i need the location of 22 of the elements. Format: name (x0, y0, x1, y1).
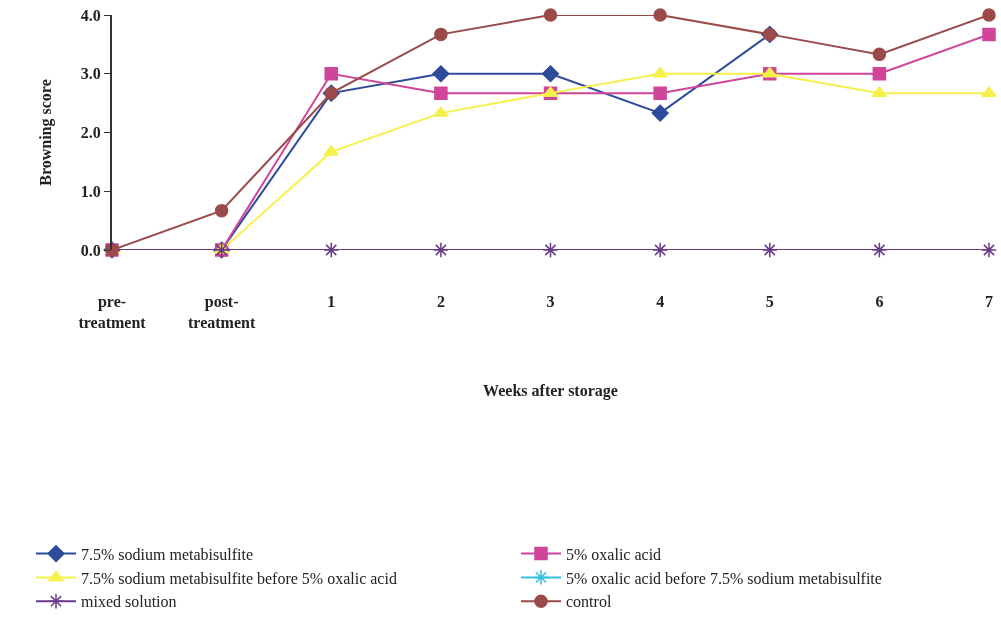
legend-label: 5% oxalic acid before 7.5% sodium metabisulfite (566, 569, 882, 587)
y-tick-label: 4.0 (80, 6, 101, 24)
y-tick-label: 0.0 (80, 241, 101, 259)
x-tick-label: 4 (656, 293, 665, 310)
x-tick-label: 5 (765, 293, 774, 310)
x-tick-label: post- treatment (188, 293, 256, 331)
y-axis-title: Browning score (37, 79, 56, 186)
y-tick-label: 2.0 (80, 124, 101, 142)
legend-label: mixed solution (81, 593, 177, 611)
y-tick-label: 1.0 (80, 182, 101, 200)
x-tick-label: 7 (985, 293, 993, 310)
x-axis-title: Weeks after storage (483, 382, 618, 401)
legend-label: 7.5% sodium metabisulfite before 5% oxalic acid (81, 569, 397, 587)
x-tick-label: 1 (327, 293, 336, 310)
legend-label: 7.5% sodium metabisulfite (81, 545, 253, 563)
y-tick-label: 3.0 (80, 65, 101, 83)
x-tick-label: pre- treatment (78, 293, 147, 331)
x-tick-label: 2 (436, 293, 445, 310)
legend-label: 5% oxalic acid (566, 545, 662, 563)
x-tick-label: 6 (875, 293, 884, 310)
x-tick-label: 3 (546, 293, 555, 310)
legend-label: control (566, 593, 612, 611)
